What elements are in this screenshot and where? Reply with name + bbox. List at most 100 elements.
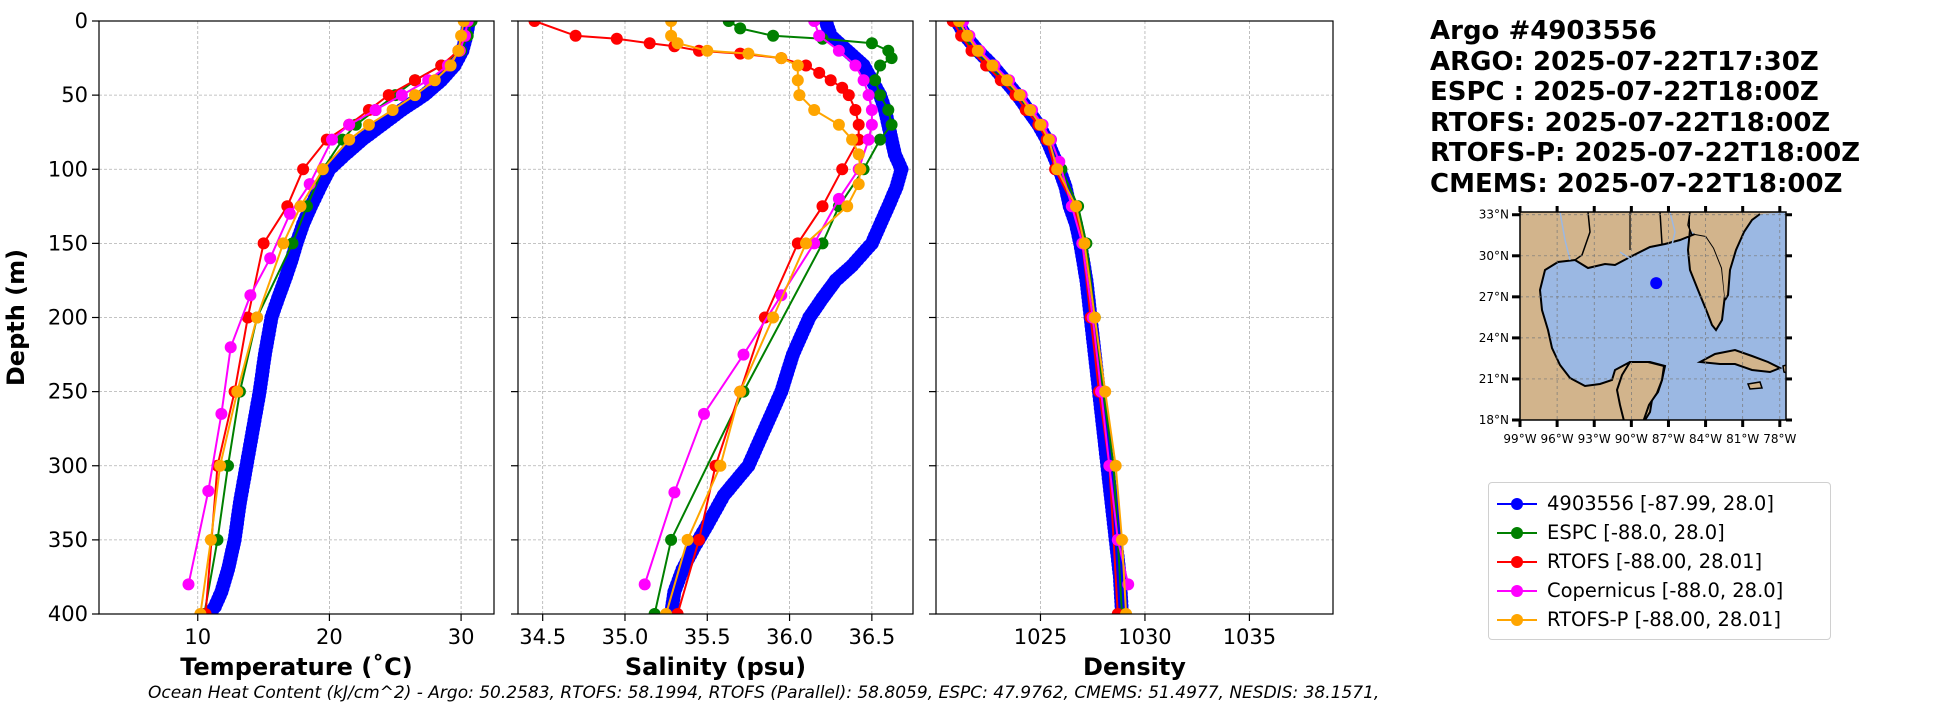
data-point-rtofs_p (1013, 89, 1026, 102)
data-point-rtofs_p (775, 52, 788, 65)
legend-swatch-copernicus (1497, 584, 1537, 598)
x-tick-label: 34.5 (519, 625, 566, 649)
x-tick-label: 20 (316, 625, 343, 649)
legend-label-rtofs: RTOFS [-88.00, 28.01] (1547, 550, 1763, 573)
data-point-rtofs_p (1024, 104, 1036, 116)
data-point-copernicus (865, 118, 878, 131)
data-point-rtofs_p (386, 104, 399, 116)
data-point-rtofs_p (457, 21, 470, 27)
data-point-rtofs_p (444, 59, 457, 72)
map-frame (1519, 211, 1787, 421)
series-line-rtofs (951, 21, 1119, 614)
data-point-rtofs_p (1034, 118, 1047, 131)
data-point-rtofs (852, 118, 865, 131)
data-point-rtofs_p (986, 59, 999, 72)
data-point-rtofs_p (204, 533, 217, 546)
map-lon-label: 81°W (1726, 432, 1759, 446)
data-point-rtofs_p (316, 163, 329, 176)
data-point-espc (869, 74, 882, 87)
data-point-copernicus (832, 44, 845, 57)
data-point-rtofs_p (734, 385, 747, 398)
data-point-rtofs_p (791, 74, 804, 87)
x-tick-label: 30 (448, 625, 475, 649)
legend-item-rtofs: RTOFS [-88.00, 28.01] (1497, 547, 1822, 576)
data-point-rtofs_p (294, 200, 307, 213)
data-point-rtofs_p (800, 237, 812, 250)
y-tick-label: 150 (48, 231, 88, 255)
data-point-rtofs_p (455, 29, 468, 42)
y-tick-label: 300 (48, 454, 88, 478)
map-border-states (1659, 212, 1663, 245)
data-point-copernicus (283, 207, 296, 220)
data-point-rtofs_p (1099, 385, 1112, 398)
y-tick-label: 0 (75, 9, 88, 33)
map-river-1 (1559, 212, 1571, 261)
data-point-rtofs_p (852, 178, 865, 191)
data-point-copernicus (862, 89, 875, 102)
data-point-rtofs (257, 237, 270, 250)
map-lat-label: 24°N (1479, 331, 1509, 345)
data-point-copernicus (808, 237, 821, 250)
data-point-espc (885, 52, 898, 65)
data-point-espc (286, 237, 299, 250)
data-point-copernicus (808, 21, 821, 27)
data-point-rtofs_p (961, 29, 974, 42)
location-map: 33°N 30°N 27°N 24°N 21°N 18°N 99°W 96°W 93°W 90°W… (1479, 206, 1797, 446)
data-point-rtofs (643, 37, 656, 50)
series-line-copernicus (643, 21, 873, 585)
data-point-rtofs_p (953, 21, 965, 27)
map-lon-label: 99°W (1503, 432, 1536, 446)
legend-label-argo: 4903556 [-87.99, 28.0] (1547, 492, 1774, 515)
data-point-espc (882, 104, 895, 116)
data-point-copernicus (369, 104, 382, 116)
data-point-rtofs_p (214, 459, 227, 472)
data-point-rtofs (241, 311, 254, 324)
legend-item-argo: 4903556 [-87.99, 28.0] (1497, 489, 1822, 518)
legend: 4903556 [-87.99, 28.0] ESPC [-88.0, 28.0… (1488, 482, 1831, 640)
data-point-rtofs_p (1120, 608, 1133, 614)
title-float-id: Argo #4903556 (1430, 16, 1657, 46)
data-point-rtofs (671, 608, 684, 614)
data-point-copernicus (638, 578, 651, 591)
data-point-rtofs_p (1116, 533, 1128, 546)
x-axis-label: Salinity (psu) (625, 653, 806, 681)
legend-swatch-espc (1497, 526, 1537, 540)
data-point-copernicus (343, 118, 356, 131)
data-point-rtofs_p (1001, 74, 1013, 87)
plot-frame (517, 20, 914, 615)
title-cmems-time: CMEMS: 2025-07-22T18:00Z (1430, 168, 1843, 199)
data-point-rtofs_p (971, 44, 984, 57)
data-point-espc (767, 29, 780, 42)
data-point-espc (874, 59, 887, 72)
data-point-rtofs_p (832, 118, 845, 131)
data-point-rtofs (836, 163, 849, 176)
data-point-rtofs_p (791, 59, 804, 72)
data-point-copernicus (202, 485, 215, 497)
data-point-rtofs_p (742, 47, 755, 60)
y-tick-label: 50 (61, 83, 88, 107)
plot-frame (98, 20, 495, 615)
data-point-copernicus (857, 74, 870, 87)
map-land-yucatan-central-america (1615, 361, 1666, 420)
data-point-rtofs_p (194, 608, 207, 614)
data-point-espc (734, 22, 747, 35)
y-tick-label: 100 (48, 157, 88, 181)
series-line-rtofs (204, 21, 469, 614)
data-point-rtofs (409, 74, 421, 87)
data-point-rtofs_p (1109, 459, 1122, 472)
data-point-rtofs_p (660, 608, 673, 614)
data-point-rtofs_p (1078, 237, 1091, 250)
data-point-rtofs (569, 29, 582, 42)
data-point-copernicus (832, 192, 845, 205)
data-point-rtofs (800, 59, 812, 72)
map-land-jamaica (1746, 381, 1764, 390)
data-point-copernicus (849, 59, 862, 72)
data-point-rtofs (824, 74, 837, 87)
data-point-rtofs (610, 32, 623, 45)
map-lon-label: 90°W (1615, 432, 1648, 446)
map-lon-label: 78°W (1763, 432, 1796, 446)
legend-item-rtofs-p: RTOFS-P [-88.00, 28.01] (1497, 605, 1822, 634)
data-point-copernicus (182, 578, 195, 591)
data-point-rtofs (842, 89, 855, 102)
x-axis-label: Density (1083, 653, 1186, 681)
